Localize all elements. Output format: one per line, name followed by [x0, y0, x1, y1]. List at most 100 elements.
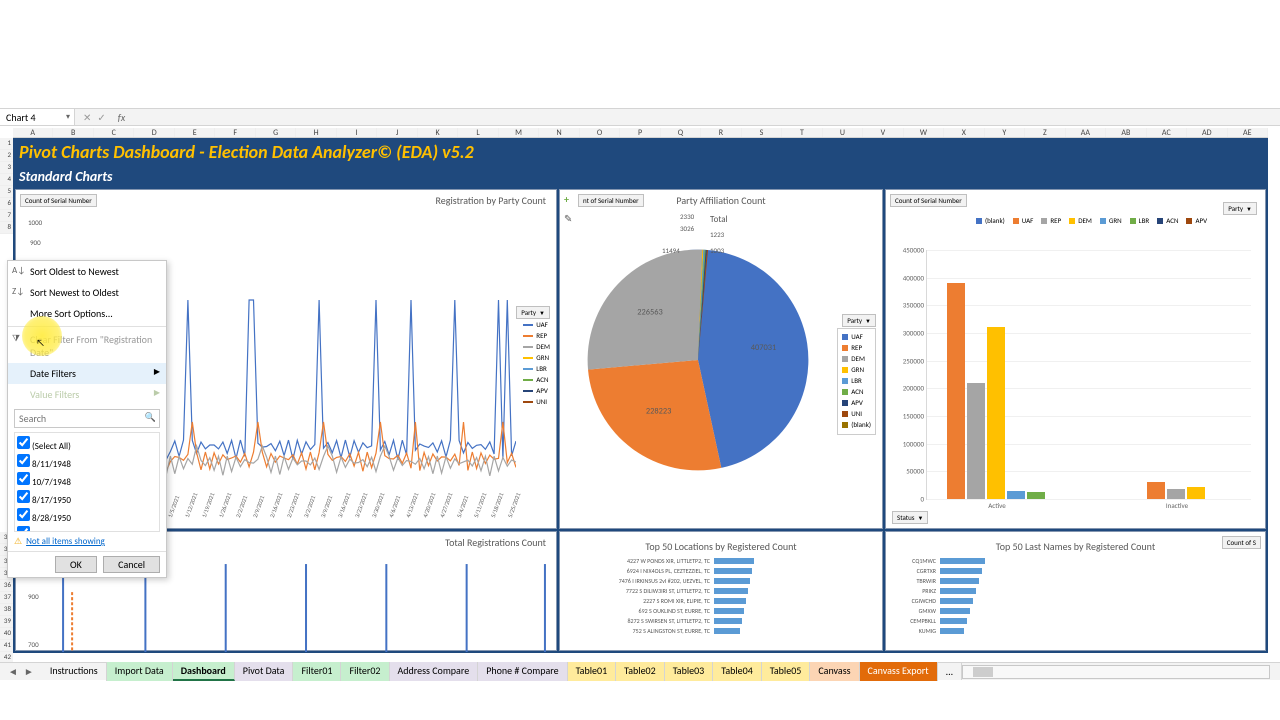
column-header[interactable]: AE: [1228, 128, 1268, 137]
column-header[interactable]: E: [175, 128, 215, 137]
filter-item[interactable]: 10/13/1950: [17, 525, 157, 532]
row-header[interactable]: 2: [0, 150, 13, 162]
column-header[interactable]: A: [13, 128, 53, 137]
sheet-tab[interactable]: Phone # Compare: [478, 662, 567, 681]
column-header[interactable]: Y: [985, 128, 1025, 137]
chart-top-lastnames[interactable]: Count of S Top 50 Last Names by Register…: [885, 531, 1266, 651]
search-input[interactable]: [14, 409, 160, 428]
row-header[interactable]: 36: [0, 580, 13, 592]
row-header[interactable]: 4: [0, 174, 13, 186]
filter-checkbox[interactable]: [17, 490, 30, 503]
filter-item[interactable]: 8/11/1948: [17, 453, 157, 471]
sheet-tab[interactable]: Canvass: [810, 662, 859, 681]
date-filters-item[interactable]: Date Filters▶: [8, 363, 166, 384]
tab-next-icon[interactable]: ►: [24, 665, 34, 678]
column-header[interactable]: G: [256, 128, 296, 137]
sheet-tab[interactable]: Import Data: [107, 662, 173, 681]
sheet-tab[interactable]: Canvass Export: [860, 662, 938, 681]
field-button[interactable]: Count of Serial Number: [890, 194, 967, 207]
sort-newest-item[interactable]: Z↓Sort Newest to Oldest: [8, 282, 166, 303]
sheet-tab[interactable]: Table04: [713, 662, 762, 681]
chart-top-locations[interactable]: Top 50 Locations by Registered Count 422…: [559, 531, 883, 651]
column-header[interactable]: U: [823, 128, 863, 137]
row-header[interactable]: 41: [0, 640, 13, 652]
column-header[interactable]: K: [418, 128, 458, 137]
sheet-tab[interactable]: Filter01: [293, 662, 341, 681]
row-header[interactable]: 39: [0, 616, 13, 628]
column-header[interactable]: M: [499, 128, 539, 137]
tab-prev-icon[interactable]: ◄: [8, 665, 18, 678]
plus-icon[interactable]: +: [564, 193, 569, 206]
more-sort-item[interactable]: More Sort Options...: [8, 303, 166, 324]
filter-item[interactable]: (Select All): [17, 435, 157, 453]
sheet-tab[interactable]: Instructions: [42, 662, 107, 681]
filter-item[interactable]: 10/7/1948: [17, 471, 157, 489]
ok-button[interactable]: OK: [55, 556, 97, 573]
column-header[interactable]: AB: [1106, 128, 1146, 137]
tabs-overflow[interactable]: ...: [938, 663, 963, 680]
name-box[interactable]: Chart 4 ▾: [0, 109, 75, 125]
sheet-tab[interactable]: Table02: [616, 662, 665, 681]
column-header[interactable]: Q: [661, 128, 701, 137]
column-header[interactable]: O: [580, 128, 620, 137]
party-filter-dropdown[interactable]: Party▼: [516, 306, 550, 319]
column-header[interactable]: I: [337, 128, 377, 137]
sheet-tab[interactable]: Filter02: [341, 662, 389, 681]
column-header[interactable]: S: [742, 128, 782, 137]
sort-oldest-item[interactable]: A↓Sort Oldest to Newest: [8, 261, 166, 282]
brush-icon[interactable]: ✎: [564, 212, 572, 225]
filter-checkbox[interactable]: [17, 436, 30, 449]
status-filter-dropdown[interactable]: Status▼: [892, 511, 928, 524]
column-header[interactable]: L: [458, 128, 498, 137]
chevron-down-icon[interactable]: ▾: [66, 112, 70, 122]
column-header[interactable]: D: [134, 128, 174, 137]
row-header[interactable]: 6: [0, 198, 13, 210]
filter-checklist[interactable]: (Select All) 8/11/1948 10/7/1948 8/17/19…: [14, 432, 160, 532]
column-header[interactable]: T: [782, 128, 822, 137]
row-header[interactable]: 37: [0, 592, 13, 604]
sheet-tab[interactable]: Table01: [568, 662, 617, 681]
row-header[interactable]: 40: [0, 628, 13, 640]
row-header[interactable]: 5: [0, 186, 13, 198]
column-header[interactable]: AC: [1147, 128, 1187, 137]
column-header[interactable]: C: [94, 128, 134, 137]
column-header[interactable]: W: [904, 128, 944, 137]
field-button[interactable]: Count of Serial Number: [20, 194, 97, 207]
sheet-tab[interactable]: Pivot Data: [235, 662, 294, 681]
column-header[interactable]: J: [377, 128, 417, 137]
sheet-tab[interactable]: Dashboard: [173, 662, 235, 681]
horizontal-scrollbar[interactable]: [962, 665, 1270, 679]
column-header[interactable]: F: [215, 128, 255, 137]
column-header[interactable]: AD: [1187, 128, 1227, 137]
filter-checkbox[interactable]: [17, 454, 30, 467]
column-header[interactable]: R: [701, 128, 741, 137]
field-button[interactable]: Count of S: [1222, 536, 1261, 549]
sheet-tab[interactable]: Address Compare: [390, 662, 479, 681]
accept-icon[interactable]: ✓: [97, 111, 105, 124]
filter-item[interactable]: 8/17/1950: [17, 489, 157, 507]
row-header[interactable]: 38: [0, 604, 13, 616]
chart-status-bars[interactable]: Count of Serial Number Party▼ (blank)UAF…: [885, 189, 1266, 529]
not-all-showing[interactable]: ⚠Not all items showing: [8, 532, 166, 551]
cancel-icon[interactable]: ✕: [83, 111, 91, 124]
column-header[interactable]: N: [539, 128, 579, 137]
column-header[interactable]: P: [620, 128, 660, 137]
sheet-tab[interactable]: Table03: [665, 662, 714, 681]
clear-filter-item[interactable]: ⧩Clear Filter From "Registration Date": [8, 329, 166, 363]
column-header[interactable]: Z: [1025, 128, 1065, 137]
row-header[interactable]: 8: [0, 222, 13, 234]
filter-checkbox[interactable]: [17, 472, 30, 485]
scrollbar-thumb[interactable]: [973, 667, 993, 677]
filter-checkbox[interactable]: [17, 508, 30, 521]
column-header[interactable]: X: [944, 128, 984, 137]
party-filter-dropdown[interactable]: Party▼: [1223, 202, 1257, 215]
value-filters-item[interactable]: Value Filters▶: [8, 384, 166, 405]
field-button[interactable]: nt of Serial Number: [578, 194, 644, 207]
cancel-button[interactable]: Cancel: [103, 556, 160, 573]
filter-item[interactable]: 8/28/1950: [17, 507, 157, 525]
row-header[interactable]: 7: [0, 210, 13, 222]
column-header[interactable]: B: [53, 128, 93, 137]
chart-party-affiliation[interactable]: nt of Serial Number + ✎ Party Affiliatio…: [559, 189, 883, 529]
row-header[interactable]: 1: [0, 138, 13, 150]
sheet-tab[interactable]: Table05: [762, 662, 811, 681]
